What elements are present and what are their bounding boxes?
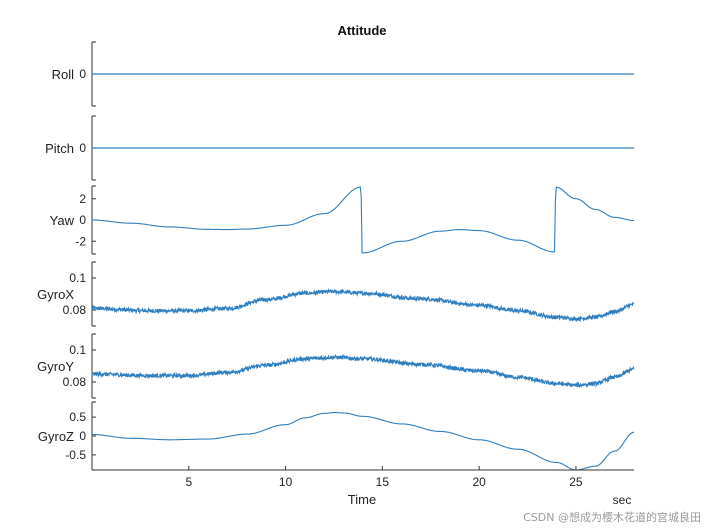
x-tick-label: 15 [376,475,390,489]
x-tick-label: 20 [472,475,486,489]
panel-roll: 0 Roll [52,41,634,107]
y-tick-label: 0.1 [69,271,86,285]
y-tick-label: 0 [79,141,86,155]
y-tick-label: -2 [75,234,86,248]
series-line [91,353,635,389]
series-line [92,186,635,254]
series-line [91,288,635,323]
y-tick-label: 0.08 [63,303,87,317]
panel-label: GyroX [37,287,74,302]
panel-pitch: 0 Pitch [45,115,634,181]
x-tick-label: 10 [279,475,293,489]
y-tick-label: 0.5 [69,410,86,424]
y-tick-label: 2 [79,192,86,206]
panel-gyroz: 0.5 0 -0.5 GyroZ [38,401,635,471]
y-tick-label: 0 [79,213,86,227]
y-tick-label: 0.08 [63,375,87,389]
y-tick-label: -0.5 [65,448,86,462]
y-tick-label: 0 [79,67,86,81]
y-tick-label: 0.1 [69,343,86,357]
watermark: CSDN @想成为樱木花道的宫城良田 [523,511,701,524]
x-tick-label: 5 [185,475,192,489]
series-line [92,412,635,471]
y-tick-label: 0 [79,429,86,443]
panel-label: GyroY [37,359,74,374]
x-axis-unit: sec [613,493,632,507]
panel-label: Roll [52,67,75,82]
chart-title: Attitude [337,23,386,38]
x-axis: 5 10 15 20 25 [92,466,634,489]
panel-label: Yaw [50,213,75,228]
panel-label: Pitch [45,141,74,156]
panel-label: GyroZ [38,429,74,444]
x-tick-label: 25 [569,475,583,489]
x-axis-label: Time [348,492,376,507]
